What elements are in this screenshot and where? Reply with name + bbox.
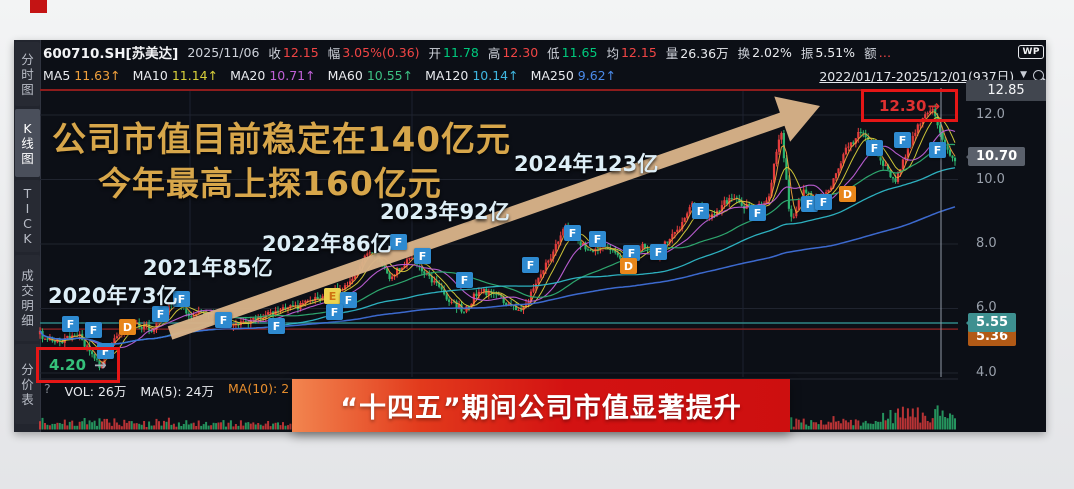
axis-tick: 10.0 xyxy=(976,172,1005,187)
date-range-label[interactable]: 2022/01/17-2025/12/01(937日) xyxy=(819,68,1015,84)
quote-toolbar: 600710.SH[苏美达] 2025/11/06 收 12.15 幅 3.05%(0… xyxy=(43,40,1044,64)
axis-top-value: 12.85 xyxy=(966,80,1046,101)
period-high-value: 12.30 xyxy=(878,96,927,115)
marker-badge-F[interactable]: F xyxy=(268,318,285,334)
volume-ma10-value: MA(10): 2 xyxy=(228,381,290,396)
axis-tick: 4.0 xyxy=(976,365,997,380)
quote-field-低: 低 11.65 xyxy=(547,44,598,61)
marker-badge-F[interactable]: F xyxy=(894,132,911,148)
ma-values: MA5 11.63↑ MA10 11.14↑ MA20 10.71↑ MA60 10.55↑ M… xyxy=(43,68,616,83)
year-value-label: 2020年73亿 xyxy=(48,284,178,308)
ma-item-MA120: MA120 10.14↑ xyxy=(425,67,519,83)
volume-ma5-value: MA(5): 24万 xyxy=(140,384,215,399)
quote-fields: 收 12.15 幅 3.05%(0.36) 开 11.78 高 12.30 低 11.65 均 12.… xyxy=(268,43,891,62)
period-low-highlight-box: 4.20 → xyxy=(36,347,120,383)
help-icon[interactable]: ? xyxy=(44,381,51,396)
marker-badge-E[interactable]: E xyxy=(324,288,341,304)
teal-level-badge: 5.55 xyxy=(965,313,1017,332)
sidebar-item-分价表[interactable]: 分价表 xyxy=(15,344,40,424)
quote-field-收: 收 12.15 xyxy=(268,44,319,61)
sidebar-item-分时图[interactable]: 分时图 xyxy=(15,42,40,106)
sidebar-item-成交明细[interactable]: 成交明细 xyxy=(15,255,40,341)
quote-date-label: 2025/11/06 xyxy=(187,44,260,60)
marker-badge-F[interactable]: F xyxy=(522,257,539,273)
year-value-label: 2024年123亿 xyxy=(514,152,659,176)
marker-badge-F[interactable]: F xyxy=(815,194,832,210)
marker-badge-D[interactable]: D xyxy=(839,186,856,202)
slide-corner-decoration xyxy=(30,0,47,13)
headline-banner: “十四五”期间公司市值显著提升 xyxy=(292,379,790,432)
right-arrow-icon: → xyxy=(927,96,941,115)
market-cap-annotation-line1: 公司市值目前稳定在140亿元 xyxy=(52,120,511,160)
ma-item-MA5: MA5 11.63↑ xyxy=(43,67,121,83)
chevron-down-icon[interactable]: ▼ xyxy=(1020,70,1027,80)
axis-tick: 6.0 xyxy=(976,300,997,315)
volume-value: VOL: 26万 xyxy=(64,384,127,399)
marker-badge-F[interactable]: F xyxy=(326,304,343,320)
year-value-label: 2023年92亿 xyxy=(380,200,510,224)
period-high-highlight-box: 12.30 → xyxy=(861,89,958,122)
stock-code-label: 600710.SH[苏美达] xyxy=(43,46,179,62)
marker-badge-F[interactable]: F xyxy=(929,142,946,158)
headline-text: “十四五”期间公司市值显著提升 xyxy=(340,393,742,424)
ma-item-MA20: MA20 10.71↑ xyxy=(230,67,316,83)
wp-logo-badge: WP xyxy=(1018,45,1044,59)
ma-item-MA250: MA250 9.62↑ xyxy=(530,67,617,83)
quote-field-高: 高 12.30 xyxy=(487,44,539,61)
marker-badge-F[interactable]: F xyxy=(749,205,766,221)
year-value-label: 2022年86亿 xyxy=(262,232,392,256)
quote-field-量: 量 26.36万 xyxy=(665,45,729,61)
zoom-tool-icon[interactable] xyxy=(1033,69,1044,81)
quote-field-换: 换 2.02% xyxy=(737,44,792,61)
ma-item-MA60: MA60 10.55↑ xyxy=(327,67,414,83)
marker-badge-F[interactable]: F xyxy=(564,225,581,241)
marker-badge-F[interactable]: F xyxy=(85,322,102,338)
period-low-value: 4.20 xyxy=(49,356,87,374)
ma-item-MA10: MA10 11.14↑ xyxy=(132,67,219,83)
year-value-label: 2021年85亿 xyxy=(143,256,273,280)
marker-badge-F[interactable]: F xyxy=(589,231,606,247)
marker-badge-F[interactable]: F xyxy=(866,140,883,156)
marker-badge-D[interactable]: D xyxy=(119,319,136,335)
marker-badge-F[interactable]: F xyxy=(215,312,232,328)
marker-badge-F[interactable]: F xyxy=(62,316,79,332)
volume-legend-row: ? VOL: 26万 MA(5): 24万 MA(10): 2 xyxy=(44,381,289,400)
right-arrow-icon: → xyxy=(94,356,107,374)
last-price-badge: 10.70 xyxy=(965,147,1026,166)
quote-field-额: 额… xyxy=(864,44,892,61)
axis-tick: 8.0 xyxy=(976,236,997,251)
marker-badge-F[interactable]: F xyxy=(414,248,431,264)
marker-badge-F[interactable]: F xyxy=(650,244,667,260)
quote-field-幅: 幅 3.05%(0.36) xyxy=(327,44,420,61)
ma-legend-bar: MA5 11.63↑ MA10 11.14↑ MA20 10.71↑ MA60 10.55↑ M… xyxy=(43,64,1044,86)
marker-badge-F[interactable]: F xyxy=(692,203,709,219)
axis-tick: 12.0 xyxy=(976,107,1005,122)
marker-badge-F[interactable]: F xyxy=(390,234,407,250)
quote-field-开: 开 11.78 xyxy=(428,44,479,61)
quote-field-均: 均 12.15 xyxy=(606,44,657,61)
marker-badge-D[interactable]: D xyxy=(620,258,637,274)
marker-badge-F[interactable]: F xyxy=(456,272,473,288)
quote-field-振: 振 5.51% xyxy=(800,44,856,61)
